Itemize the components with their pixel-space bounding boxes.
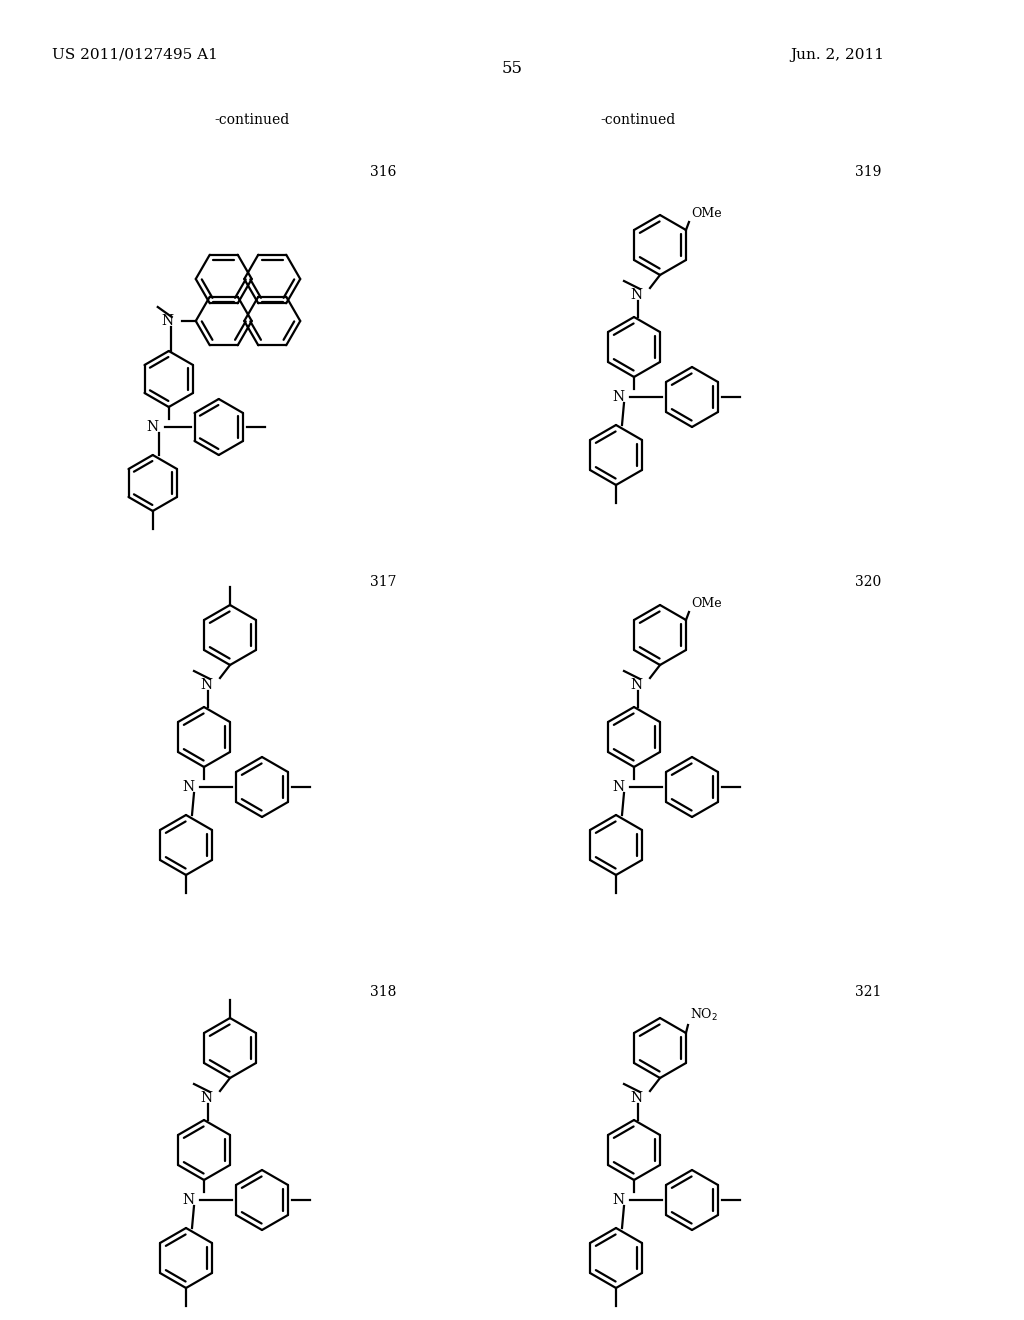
- Text: N: N: [200, 1092, 212, 1105]
- Text: N: N: [630, 288, 642, 302]
- Text: 319: 319: [855, 165, 882, 180]
- Text: 55: 55: [502, 59, 522, 77]
- Text: N: N: [146, 420, 159, 434]
- Text: -continued: -continued: [600, 114, 676, 127]
- Text: 316: 316: [370, 165, 396, 180]
- Text: N: N: [612, 1193, 624, 1206]
- Text: N: N: [612, 389, 624, 404]
- Text: Jun. 2, 2011: Jun. 2, 2011: [790, 48, 884, 62]
- Text: 321: 321: [855, 985, 882, 999]
- Text: 317: 317: [370, 576, 396, 589]
- Text: OMe: OMe: [691, 597, 722, 610]
- Text: N: N: [182, 780, 194, 795]
- Text: N: N: [162, 314, 174, 327]
- Text: N: N: [630, 678, 642, 692]
- Text: OMe: OMe: [691, 207, 722, 220]
- Text: N: N: [182, 1193, 194, 1206]
- Text: 318: 318: [370, 985, 396, 999]
- Text: N: N: [200, 678, 212, 692]
- Text: NO$_2$: NO$_2$: [690, 1007, 718, 1023]
- Text: US 2011/0127495 A1: US 2011/0127495 A1: [52, 48, 218, 62]
- Text: -continued: -continued: [214, 114, 290, 127]
- Text: N: N: [612, 780, 624, 795]
- Text: N: N: [630, 1092, 642, 1105]
- Text: 320: 320: [855, 576, 882, 589]
